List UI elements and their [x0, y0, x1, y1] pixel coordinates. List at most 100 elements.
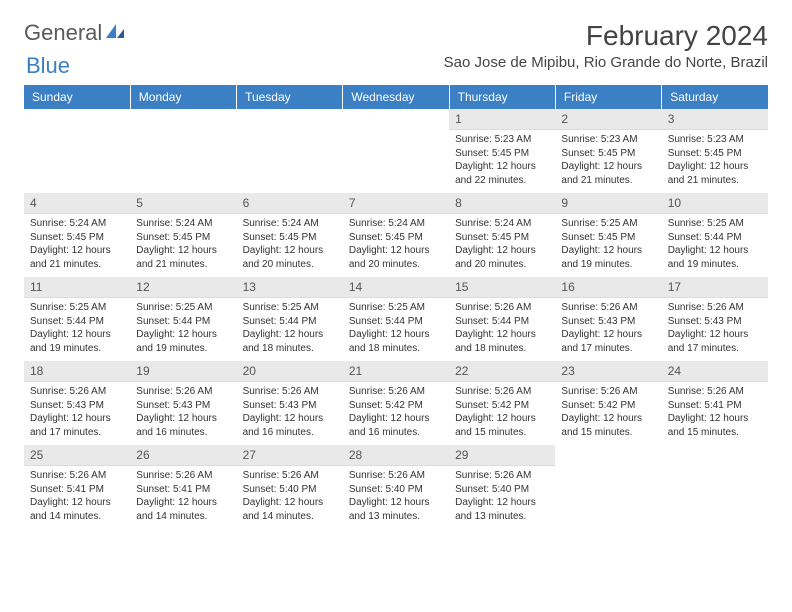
sunrise-line: Sunrise: 5:26 AM — [561, 385, 655, 399]
day-number: 20 — [237, 361, 343, 382]
day-content: Sunrise: 5:23 AMSunset: 5:45 PMDaylight:… — [555, 130, 661, 191]
calendar-cell: 23 Sunrise: 5:26 AMSunset: 5:42 PMDayligh… — [555, 361, 661, 445]
daylight-line: Daylight: 12 hours and 16 minutes. — [349, 412, 443, 439]
sunset-line: Sunset: 5:41 PM — [136, 483, 230, 497]
weekday-header: Wednesday — [343, 85, 449, 109]
sunset-line: Sunset: 5:43 PM — [136, 399, 230, 413]
daylight-line: Daylight: 12 hours and 16 minutes. — [243, 412, 337, 439]
location: Sao Jose de Mipibu, Rio Grande do Norte,… — [444, 54, 768, 71]
sunset-line: Sunset: 5:42 PM — [561, 399, 655, 413]
day-number: 5 — [130, 193, 236, 214]
sunrise-line: Sunrise: 5:26 AM — [455, 469, 549, 483]
day-content: Sunrise: 5:26 AMSunset: 5:41 PMDaylight:… — [662, 382, 768, 443]
daylight-line: Daylight: 12 hours and 21 minutes. — [561, 160, 655, 187]
month-title: February 2024 — [444, 20, 768, 52]
title-block: February 2024 Sao Jose de Mipibu, Rio Gr… — [444, 20, 768, 71]
daylight-line: Daylight: 12 hours and 18 minutes. — [349, 328, 443, 355]
calendar-cell: 21Sunrise: 5:26 AMSunset: 5:42 PMDayligh… — [343, 361, 449, 445]
daylight-line: Daylight: 12 hours and 19 minutes. — [136, 328, 230, 355]
day-number: 19 — [130, 361, 236, 382]
sunset-line: Sunset: 5:43 PM — [561, 315, 655, 329]
calendar-row: 1Sunrise: 5:23 AMSunset: 5:45 PMDaylight… — [24, 109, 768, 193]
day-content: Sunrise: 5:23 AMSunset: 5:45 PMDaylight:… — [662, 130, 768, 191]
calendar-cell: 3Sunrise: 5:23 AMSunset: 5:45 PMDaylight… — [662, 109, 768, 193]
daylight-line: Daylight: 12 hours and 20 minutes. — [349, 244, 443, 271]
daylight-line: Daylight: 12 hours and 14 minutes. — [30, 496, 124, 523]
day-content: Sunrise: 5:23 AMSunset: 5:45 PMDaylight:… — [449, 130, 555, 191]
daylight-line: Daylight: 12 hours and 21 minutes. — [30, 244, 124, 271]
sunrise-line: Sunrise: 5:24 AM — [136, 217, 230, 231]
sunset-line: Sunset: 5:45 PM — [30, 231, 124, 245]
sunset-line: Sunset: 5:44 PM — [668, 231, 762, 245]
day-content: Sunrise: 5:25 AMSunset: 5:44 PMDaylight:… — [24, 298, 130, 359]
sunset-line: Sunset: 5:40 PM — [455, 483, 549, 497]
sunset-line: Sunset: 5:45 PM — [136, 231, 230, 245]
calendar-body: 1Sunrise: 5:23 AMSunset: 5:45 PMDaylight… — [24, 109, 768, 529]
sunrise-line: Sunrise: 5:25 AM — [349, 301, 443, 315]
calendar-cell — [130, 109, 236, 193]
sunset-line: Sunset: 5:44 PM — [243, 315, 337, 329]
calendar-cell: 28Sunrise: 5:26 AMSunset: 5:40 PMDayligh… — [343, 445, 449, 529]
day-content: Sunrise: 5:24 AMSunset: 5:45 PMDaylight:… — [237, 214, 343, 275]
weekday-header: Thursday — [449, 85, 555, 109]
sunset-line: Sunset: 5:44 PM — [349, 315, 443, 329]
day-number: 1 — [449, 109, 555, 130]
daylight-line: Daylight: 12 hours and 22 minutes. — [455, 160, 549, 187]
sunrise-line: Sunrise: 5:25 AM — [561, 217, 655, 231]
day-number: 28 — [343, 445, 449, 466]
calendar-cell: 26Sunrise: 5:26 AMSunset: 5:41 PMDayligh… — [130, 445, 236, 529]
day-number: 27 — [237, 445, 343, 466]
sunset-line: Sunset: 5:45 PM — [668, 147, 762, 161]
sunset-line: Sunset: 5:42 PM — [455, 399, 549, 413]
sunrise-line: Sunrise: 5:26 AM — [455, 385, 549, 399]
calendar-cell: 24Sunrise: 5:26 AMSunset: 5:41 PMDayligh… — [662, 361, 768, 445]
sunrise-line: Sunrise: 5:26 AM — [136, 469, 230, 483]
daylight-line: Daylight: 12 hours and 20 minutes. — [243, 244, 337, 271]
calendar-cell: 2Sunrise: 5:23 AMSunset: 5:45 PMDaylight… — [555, 109, 661, 193]
daylight-line: Daylight: 12 hours and 15 minutes. — [455, 412, 549, 439]
day-content: Sunrise: 5:26 AMSunset: 5:42 PMDaylight:… — [343, 382, 449, 443]
calendar-cell: 4Sunrise: 5:24 AMSunset: 5:45 PMDaylight… — [24, 193, 130, 277]
day-content: Sunrise: 5:26 AMSunset: 5:43 PMDaylight:… — [662, 298, 768, 359]
calendar-row: 18Sunrise: 5:26 AMSunset: 5:43 PMDayligh… — [24, 361, 768, 445]
sunrise-line: Sunrise: 5:26 AM — [561, 301, 655, 315]
calendar-cell: 7Sunrise: 5:24 AMSunset: 5:45 PMDaylight… — [343, 193, 449, 277]
weekday-header: Friday — [555, 85, 661, 109]
sunrise-line: Sunrise: 5:26 AM — [668, 385, 762, 399]
calendar-cell: 22Sunrise: 5:26 AMSunset: 5:42 PMDayligh… — [449, 361, 555, 445]
calendar-cell — [343, 109, 449, 193]
calendar-head: SundayMondayTuesdayWednesdayThursdayFrid… — [24, 85, 768, 109]
calendar-cell: 1Sunrise: 5:23 AMSunset: 5:45 PMDaylight… — [449, 109, 555, 193]
sunrise-line: Sunrise: 5:25 AM — [30, 301, 124, 315]
daylight-line: Daylight: 12 hours and 17 minutes. — [30, 412, 124, 439]
sunset-line: Sunset: 5:45 PM — [455, 147, 549, 161]
calendar-table: SundayMondayTuesdayWednesdayThursdayFrid… — [24, 85, 768, 529]
calendar-cell — [24, 109, 130, 193]
sunset-line: Sunset: 5:45 PM — [349, 231, 443, 245]
daylight-line: Daylight: 12 hours and 15 minutes. — [561, 412, 655, 439]
calendar-row: 11Sunrise: 5:25 AMSunset: 5:44 PMDayligh… — [24, 277, 768, 361]
calendar-cell: 29Sunrise: 5:26 AMSunset: 5:40 PMDayligh… — [449, 445, 555, 529]
day-number: 23 — [555, 361, 661, 382]
day-content: Sunrise: 5:26 AMSunset: 5:42 PMDaylight:… — [449, 382, 555, 443]
day-number: 15 — [449, 277, 555, 298]
day-number: 22 — [449, 361, 555, 382]
day-content: Sunrise: 5:24 AMSunset: 5:45 PMDaylight:… — [343, 214, 449, 275]
daylight-line: Daylight: 12 hours and 19 minutes. — [561, 244, 655, 271]
day-content: Sunrise: 5:25 AMSunset: 5:44 PMDaylight:… — [343, 298, 449, 359]
sunrise-line: Sunrise: 5:24 AM — [30, 217, 124, 231]
day-content: Sunrise: 5:26 AMSunset: 5:43 PMDaylight:… — [237, 382, 343, 443]
day-number: 29 — [449, 445, 555, 466]
logo-sail-icon — [104, 20, 126, 46]
day-content: Sunrise: 5:24 AMSunset: 5:45 PMDaylight:… — [24, 214, 130, 275]
calendar-cell: 14Sunrise: 5:25 AMSunset: 5:44 PMDayligh… — [343, 277, 449, 361]
day-number: 8 — [449, 193, 555, 214]
calendar-cell: 12Sunrise: 5:25 AMSunset: 5:44 PMDayligh… — [130, 277, 236, 361]
sunrise-line: Sunrise: 5:24 AM — [455, 217, 549, 231]
sunset-line: Sunset: 5:42 PM — [349, 399, 443, 413]
day-number: 6 — [237, 193, 343, 214]
day-content: Sunrise: 5:25 AMSunset: 5:44 PMDaylight:… — [237, 298, 343, 359]
day-number: 26 — [130, 445, 236, 466]
sunset-line: Sunset: 5:40 PM — [243, 483, 337, 497]
day-number: 2 — [555, 109, 661, 130]
